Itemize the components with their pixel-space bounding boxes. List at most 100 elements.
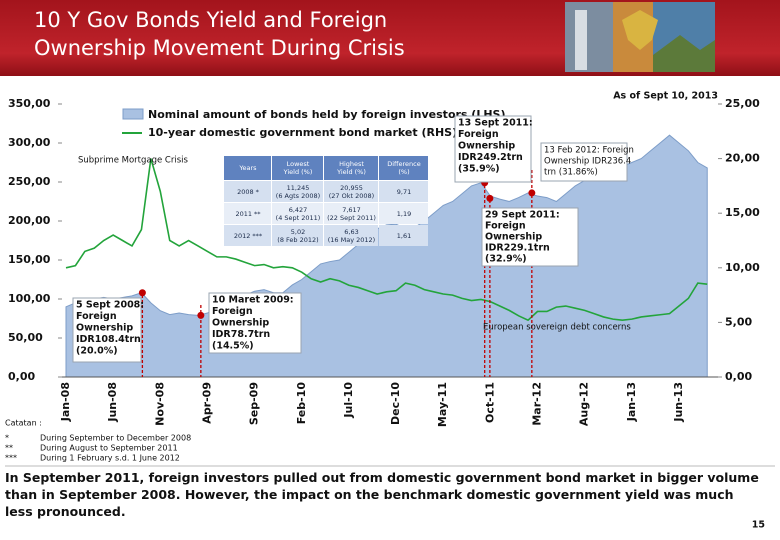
y2-tick-label: 10,00 [725, 261, 760, 274]
y-tick-label: 150,00 [8, 253, 51, 266]
y-tick-label: 250,00 [8, 175, 51, 188]
y2-tick-label: 25,00 [725, 97, 760, 110]
note-text: During September to December 2008 [40, 434, 191, 443]
table-text: 1,19 [397, 210, 411, 218]
annotation-text: Subprime Mortgage Crisis [78, 156, 189, 166]
y2-tick-label: 0,00 [725, 370, 752, 383]
table-cell [272, 203, 323, 224]
annotation-text: Ownership IDR236.4 [544, 157, 631, 167]
table-text: Lowest [287, 160, 310, 168]
table-text: (22 Sept 2011) [327, 214, 376, 222]
annotation-text: Foreign [458, 129, 499, 140]
table-text: (27 Okt 2008) [329, 192, 374, 200]
x-tick-label: Jun-08 [106, 382, 119, 423]
x-tick-label: Sep-09 [248, 382, 261, 425]
table-text: 11,245 [287, 184, 310, 192]
table-cell [224, 225, 271, 246]
y-tick-label: 200,00 [8, 214, 51, 227]
x-tick-label: Jul-10 [342, 382, 355, 419]
annotation-text: Foreign [485, 221, 526, 232]
annotation-text: European sovereign debt concerns [483, 323, 631, 333]
table-text: 20,955 [340, 184, 363, 192]
event-dot [486, 194, 494, 202]
annotation-text: Ownership [76, 323, 133, 334]
annotation-text: 13 Sept 2011: [458, 118, 533, 129]
x-tick-label: Mar-12 [531, 382, 544, 426]
table-header-cell [379, 156, 428, 180]
y2-tick-label: 20,00 [725, 152, 760, 165]
table-cell [224, 181, 271, 202]
x-tick-label: Aug-12 [578, 382, 591, 426]
x-tick-label: Feb-10 [295, 382, 308, 425]
legend-swatch [122, 108, 144, 120]
x-tick-label: Jan-08 [59, 382, 72, 422]
table-cell [379, 225, 428, 246]
table-text: 6,63 [344, 228, 358, 236]
header-photos [565, 2, 715, 72]
table-text: 7,617 [342, 206, 361, 214]
table-text: 2012 *** [234, 232, 263, 240]
summary-line: than in September 2008. However, the imp… [5, 487, 734, 502]
y-tick-label: 350,00 [8, 97, 51, 110]
table-text: 1,61 [397, 232, 411, 240]
y-tick-label: 50,00 [8, 331, 43, 344]
x-tick-label: Jun-13 [672, 382, 685, 423]
event-dot [528, 189, 536, 197]
annotation-box [208, 292, 302, 354]
table-cell [272, 181, 323, 202]
table-text: (4 Sept 2011) [276, 214, 321, 222]
summary-line: less pronounced. [5, 504, 126, 519]
table-text: Difference [387, 160, 421, 168]
annotation-text: Ownership [458, 141, 515, 152]
table-text: Yield (%) [283, 168, 313, 176]
annotation-text: IDR249.2trn [458, 152, 523, 163]
annotation-text: trn (31.86%) [544, 168, 598, 178]
table-header-cell [224, 156, 271, 180]
event-dot [197, 311, 205, 319]
table-cell [379, 181, 428, 202]
annotation-box [454, 115, 532, 183]
y-tick-label: 0,00 [8, 370, 35, 383]
x-tick-label: Oct-11 [483, 382, 496, 423]
x-tick-label: Jan-13 [625, 382, 638, 422]
annotation-text: Ownership [485, 232, 542, 243]
x-tick-label: Nov-08 [153, 382, 166, 426]
table-text: 2008 * [237, 188, 260, 196]
annotation-box [481, 207, 579, 267]
annotation-text: 5 Sept 2008: [76, 300, 144, 311]
x-tick-label: Dec-10 [389, 382, 402, 425]
table-text: Highest [339, 160, 364, 168]
annotation-text: IDR108.4trn [76, 334, 141, 345]
line [65, 158, 708, 322]
annotation-text: Ownership [212, 318, 269, 329]
table-text: 6,427 [289, 206, 308, 214]
table-header-cell [324, 156, 378, 180]
table-cell [324, 203, 378, 224]
annotation-text: (20.0%) [76, 346, 118, 357]
annotation-text: Foreign [212, 306, 253, 317]
table-text: 9,71 [397, 188, 411, 196]
note-text: During 1 February s.d. 1 June 2012 [40, 454, 180, 463]
table-text: (8 Feb 2012) [277, 236, 318, 244]
note-text: During August to September 2011 [40, 444, 178, 453]
table-cell [324, 225, 378, 246]
as-of: As of Sept 10, 2013 [613, 91, 718, 102]
table-header-cell [272, 156, 323, 180]
x-tick-label: May-11 [436, 382, 449, 427]
table-text: (6 Agts 2008) [276, 192, 320, 200]
annotation-box [72, 297, 142, 363]
page-number: 15 [752, 520, 765, 531]
annotation-text: IDR229.1trn [485, 243, 550, 254]
table-cell [224, 203, 271, 224]
summary: In September 2011, foreign investors pul… [5, 470, 759, 519]
note-mark: ** [5, 444, 13, 453]
table-text: 5,02 [291, 228, 305, 236]
annotation-text: (35.9%) [458, 164, 500, 175]
note-mark: * [5, 434, 9, 443]
annotation-text: 13 Feb 2012: Foreign [544, 146, 634, 156]
annotation-text: (14.5%) [212, 341, 254, 352]
legend-label: Nominal amount of bonds held by foreign … [148, 108, 506, 121]
table-text: Yield (%) [336, 168, 366, 176]
note-mark: *** [5, 454, 17, 463]
